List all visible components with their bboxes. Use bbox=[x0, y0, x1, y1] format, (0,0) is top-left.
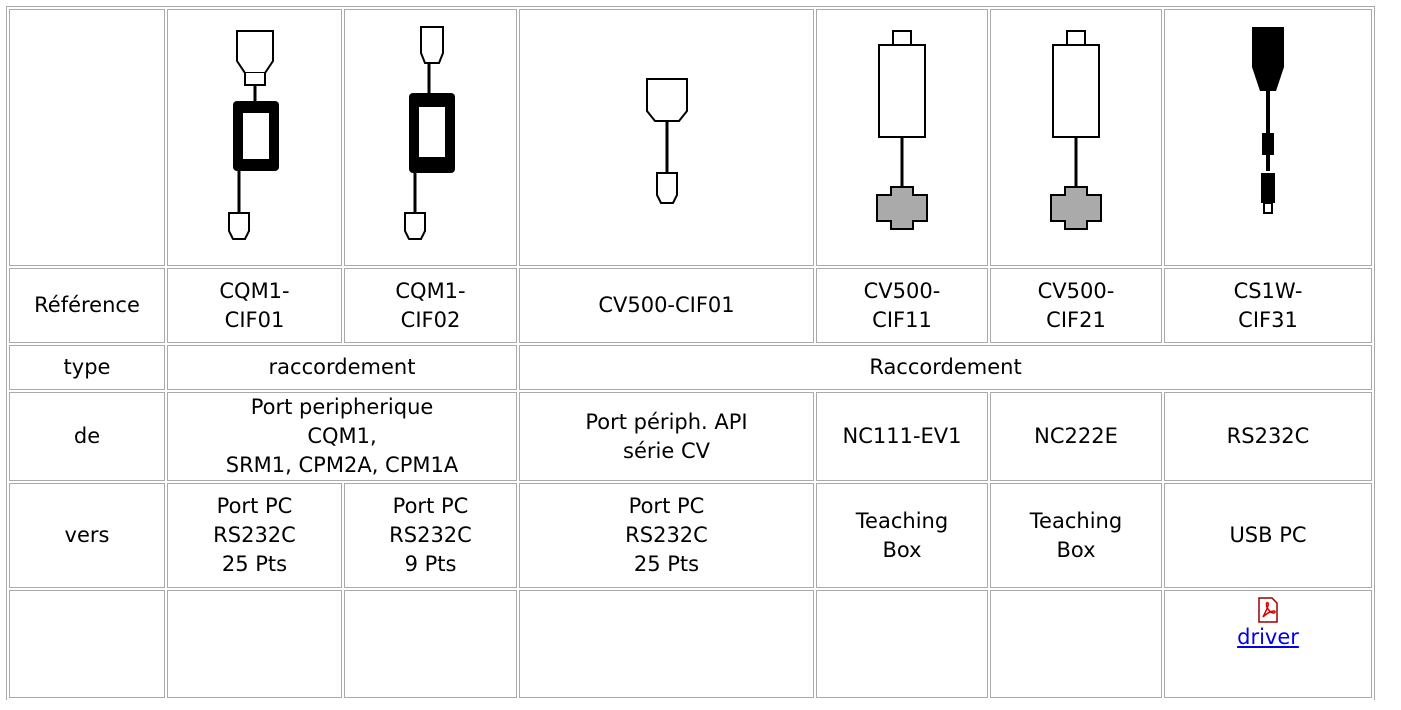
cell-text: RS232C bbox=[389, 523, 472, 547]
cell-text: Port PC bbox=[392, 494, 469, 518]
cell-text: CS1W- bbox=[1233, 278, 1303, 303]
cell-text: CV500- bbox=[863, 278, 941, 303]
cell-text: RS232C bbox=[625, 523, 708, 547]
cell: CQM1- CIF01 bbox=[167, 268, 342, 343]
cell: de bbox=[9, 392, 165, 481]
cell: Teaching Box bbox=[990, 483, 1162, 588]
table-row: vers Port PC RS232C 25 Pts Port PC RS232C 9 Pt… bbox=[9, 483, 1372, 588]
cell-text: Port peripherique bbox=[250, 395, 434, 419]
cell-text: Teaching bbox=[1029, 508, 1123, 533]
cell-text: vers bbox=[64, 523, 110, 547]
cell-text: de bbox=[73, 424, 101, 448]
cell-text: CQM1- bbox=[395, 278, 466, 303]
cell-text: Port PC bbox=[628, 494, 705, 518]
cable-image bbox=[876, 29, 928, 230]
cell: USB PC bbox=[1164, 483, 1372, 588]
cell-text: CIF11 bbox=[872, 307, 932, 332]
cell-text: série CV bbox=[623, 438, 710, 463]
cell: Port périph. API série CV bbox=[519, 392, 814, 481]
cable-image bbox=[227, 29, 279, 240]
cell-text: Box bbox=[1056, 537, 1096, 562]
cell bbox=[1164, 9, 1372, 266]
cell-text: CQM1, bbox=[307, 424, 377, 448]
table-row: de Port peripherique CQM1, SRM1, CPM2A, CPM… bbox=[9, 392, 1372, 481]
cell-text: CQM1- bbox=[219, 278, 290, 303]
cell-text: CIF01 bbox=[224, 307, 285, 332]
pdf-icon bbox=[1258, 597, 1278, 623]
cell-text: 25 Pts bbox=[221, 552, 288, 576]
image-row bbox=[9, 9, 1372, 266]
cell-text: raccordement bbox=[268, 355, 416, 379]
cell bbox=[9, 9, 165, 266]
cell: Port PC RS232C 9 Pts bbox=[344, 483, 517, 588]
cell-text: RS232C bbox=[1226, 424, 1310, 448]
cell: Raccordement bbox=[519, 345, 1372, 390]
cell: raccordement bbox=[167, 345, 517, 390]
cell-text: Port PC bbox=[216, 494, 293, 518]
cell: NC111-EV1 bbox=[816, 392, 988, 481]
cell-text: USB PC bbox=[1229, 523, 1307, 547]
table-row: type raccordement Raccordement bbox=[9, 345, 1372, 390]
cell-text: Teaching bbox=[855, 508, 949, 533]
cable-table: Référence CQM1- CIF01 CQM1- CIF02 CV500-CIF01… bbox=[6, 6, 1375, 700]
cell-text: CV500- bbox=[1037, 278, 1115, 303]
cell: Référence bbox=[9, 268, 165, 343]
cell-text: SRM1, CPM2A, CPM1A bbox=[225, 453, 459, 477]
cell: RS232C bbox=[1164, 392, 1372, 481]
cell-text: CIF31 bbox=[1238, 307, 1298, 332]
cell-text: CIF21 bbox=[1046, 307, 1106, 332]
cell bbox=[816, 590, 988, 698]
cell: CS1W- CIF31 bbox=[1164, 268, 1372, 343]
cell: CV500- CIF11 bbox=[816, 268, 988, 343]
cell: driver bbox=[1164, 590, 1372, 698]
cell: type bbox=[9, 345, 165, 390]
cell bbox=[344, 590, 517, 698]
cell bbox=[167, 590, 342, 698]
cell: CV500- CIF21 bbox=[990, 268, 1162, 343]
cell bbox=[990, 590, 1162, 698]
cable-image bbox=[645, 77, 688, 204]
cell: CV500-CIF01 bbox=[519, 268, 814, 343]
cable-image bbox=[1050, 29, 1102, 230]
cell-text: Référence bbox=[34, 293, 140, 317]
cell-text: NC222E bbox=[1034, 424, 1118, 448]
cell: Port peripherique CQM1, SRM1, CPM2A, CPM1A bbox=[167, 392, 517, 481]
cell: Port PC RS232C 25 Pts bbox=[167, 483, 342, 588]
cell-text: CIF02 bbox=[400, 307, 461, 332]
cell bbox=[519, 9, 814, 266]
cell-text: Raccordement bbox=[869, 355, 1022, 379]
cell-text: Box bbox=[882, 537, 922, 562]
link-row: driver bbox=[9, 590, 1372, 698]
cell bbox=[990, 9, 1162, 266]
cell: CQM1- CIF02 bbox=[344, 268, 517, 343]
cell bbox=[344, 9, 517, 266]
cell bbox=[816, 9, 988, 266]
cell bbox=[519, 590, 814, 698]
table-row: Référence CQM1- CIF01 CQM1- CIF02 CV500-CIF01… bbox=[9, 268, 1372, 343]
cell: Port PC RS232C 25 Pts bbox=[519, 483, 814, 588]
cell bbox=[167, 9, 342, 266]
cell-text: NC111-EV1 bbox=[842, 424, 962, 448]
cell-text: Port périph. API bbox=[585, 409, 748, 434]
cable-image bbox=[1252, 26, 1284, 214]
cell-text: RS232C bbox=[213, 523, 296, 547]
cell-text: CV500-CIF01 bbox=[598, 293, 735, 317]
cable-image bbox=[403, 25, 455, 240]
cell-text: type bbox=[63, 355, 111, 379]
driver-link[interactable]: driver bbox=[1237, 625, 1299, 649]
cell bbox=[9, 590, 165, 698]
cell: Teaching Box bbox=[816, 483, 988, 588]
cell: NC222E bbox=[990, 392, 1162, 481]
cell: vers bbox=[9, 483, 165, 588]
cell-text: 25 Pts bbox=[633, 552, 700, 576]
cell-text: 9 Pts bbox=[404, 552, 457, 576]
